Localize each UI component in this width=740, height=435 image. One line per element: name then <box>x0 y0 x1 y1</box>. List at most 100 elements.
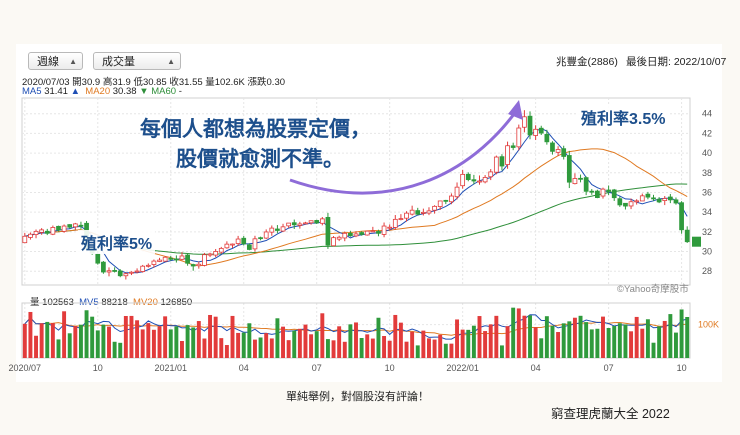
candle-body <box>61 225 67 232</box>
candle-body <box>409 209 415 215</box>
candle-body <box>432 205 437 211</box>
volume-bar <box>382 336 387 358</box>
candle-body <box>623 202 628 207</box>
volume-bar <box>443 343 448 358</box>
volume-bar <box>488 324 493 358</box>
volume-bar <box>252 339 257 358</box>
volume-bar <box>191 327 196 358</box>
candle-body <box>561 148 567 157</box>
indicator-select[interactable]: 成交量 ▲ <box>93 52 181 70</box>
volume-bar <box>331 340 336 358</box>
candle-body <box>527 115 533 136</box>
candle-body <box>679 202 684 231</box>
time-tick-label: 04 <box>239 363 249 373</box>
axis-labels: 28 30 32 34 36 38 40 42 44 100K 2020/07 10 2021/01 04… <box>9 109 719 373</box>
volume-bar <box>118 342 123 358</box>
candle-body <box>381 225 387 235</box>
candle-body <box>190 264 196 267</box>
volume-bar <box>533 327 538 358</box>
candle-body <box>398 218 404 220</box>
candle-body <box>246 244 252 250</box>
volume-bar <box>264 333 269 358</box>
candle-body <box>550 142 555 152</box>
candle-body <box>426 210 432 214</box>
candle-body <box>583 177 589 192</box>
time-tick-label: 2020/07 <box>9 363 42 373</box>
volume-bar <box>415 345 420 358</box>
candle-body <box>505 145 510 165</box>
candle-body <box>348 232 353 237</box>
volume-bar <box>629 331 634 358</box>
candle-body <box>336 236 342 240</box>
price-tick-label: 42 <box>702 128 712 138</box>
ma60-label: MA60 <box>151 86 177 97</box>
volume-bar <box>275 318 280 358</box>
candle-body <box>263 231 269 239</box>
yield-3-5-label: 殖利率3.5% <box>578 105 669 129</box>
candle-body <box>662 198 668 201</box>
price-tick-label: 30 <box>702 247 712 257</box>
candle-body <box>353 233 359 237</box>
volume-bar <box>449 343 454 358</box>
volume-bar <box>567 321 572 358</box>
volume-bar <box>90 316 95 358</box>
volume-bar <box>135 320 140 358</box>
volume-bar <box>432 339 437 358</box>
volume-bar <box>314 331 319 358</box>
price-tick-label: 34 <box>702 207 712 217</box>
candle-body <box>258 237 263 240</box>
volume-bar <box>354 322 358 358</box>
candle-body <box>460 173 466 187</box>
volume-bar <box>146 323 151 358</box>
candle-body <box>95 253 101 264</box>
candle-body <box>22 235 28 244</box>
volume-bar <box>601 316 605 358</box>
candle-body <box>44 230 50 234</box>
volume-bar <box>427 338 431 358</box>
candle-body <box>544 133 550 143</box>
ma5-label: MA5 <box>22 86 42 97</box>
volume-bar <box>651 342 656 358</box>
volume-bar <box>168 329 173 358</box>
candle-body <box>39 229 45 233</box>
volume-bar <box>466 329 471 358</box>
volume-bar <box>320 313 325 358</box>
volume-bar <box>73 326 78 358</box>
volume-bar <box>348 324 353 358</box>
volume-bar <box>544 316 549 358</box>
candle-body <box>628 201 634 207</box>
ma20-label: MA20 <box>85 86 111 97</box>
volume-bar <box>84 310 89 358</box>
candle-body <box>78 224 84 227</box>
candle-body <box>174 258 179 261</box>
ma-legend: MA5 31.41 ▲ MA20 30.38 ▼ MA60 - <box>22 86 182 97</box>
watermark: ©Yahoo奇摩股市 <box>617 284 689 295</box>
trend-arrow <box>289 109 519 195</box>
volume-bar <box>67 333 72 358</box>
volume-bar <box>556 332 561 358</box>
volume-bar <box>539 338 544 358</box>
volume-bar <box>157 326 162 358</box>
volume-bar <box>455 319 460 358</box>
volume-bar <box>337 326 342 358</box>
volume-bar <box>185 325 190 358</box>
volume-bar <box>62 311 67 358</box>
candle-body <box>651 197 656 200</box>
volume-bar <box>28 311 33 358</box>
volume-bar <box>612 325 617 358</box>
volume-bar <box>101 324 106 358</box>
volume-bar <box>196 321 201 358</box>
candle-body <box>387 226 393 229</box>
candle-body <box>185 254 190 264</box>
candle-body <box>667 196 673 201</box>
volume-bar <box>129 315 134 358</box>
candle-body <box>639 195 645 202</box>
ma60-value: - <box>178 86 182 97</box>
candle-body <box>499 156 505 167</box>
candle-body <box>645 193 651 198</box>
time-tick-label: 10 <box>677 363 687 373</box>
time-tick-label: 10 <box>93 363 103 373</box>
candle-body <box>218 247 224 253</box>
period-select[interactable]: 週線 ▲ <box>28 52 83 70</box>
volume-bar <box>410 331 415 358</box>
